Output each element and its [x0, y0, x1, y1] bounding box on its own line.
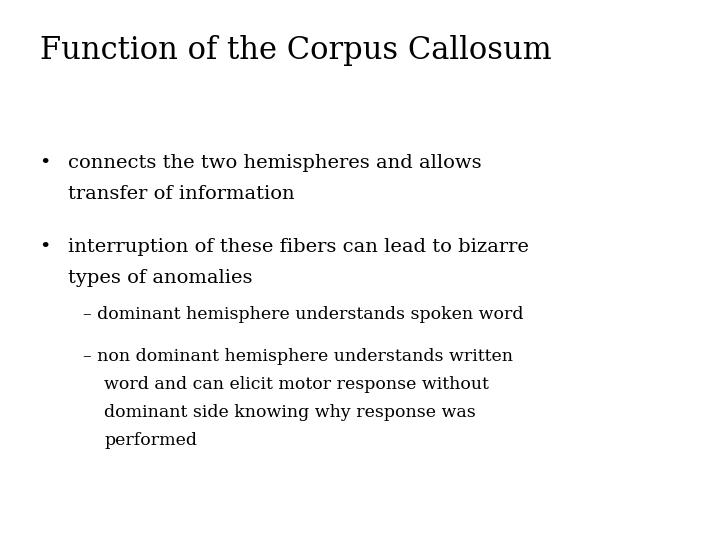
- Text: connects the two hemispheres and allows: connects the two hemispheres and allows: [68, 154, 482, 172]
- Text: dominant side knowing why response was: dominant side knowing why response was: [104, 404, 476, 421]
- Text: word and can elicit motor response without: word and can elicit motor response witho…: [104, 376, 490, 393]
- Text: Function of the Corpus Callosum: Function of the Corpus Callosum: [40, 35, 552, 66]
- Text: •: •: [40, 238, 51, 256]
- Text: interruption of these fibers can lead to bizarre: interruption of these fibers can lead to…: [68, 238, 529, 256]
- Text: •: •: [40, 154, 51, 172]
- Text: performed: performed: [104, 432, 197, 449]
- Text: – dominant hemisphere understands spoken word: – dominant hemisphere understands spoken…: [83, 306, 523, 323]
- Text: types of anomalies: types of anomalies: [68, 269, 253, 287]
- Text: – non dominant hemisphere understands written: – non dominant hemisphere understands wr…: [83, 348, 513, 364]
- Text: transfer of information: transfer of information: [68, 185, 295, 203]
